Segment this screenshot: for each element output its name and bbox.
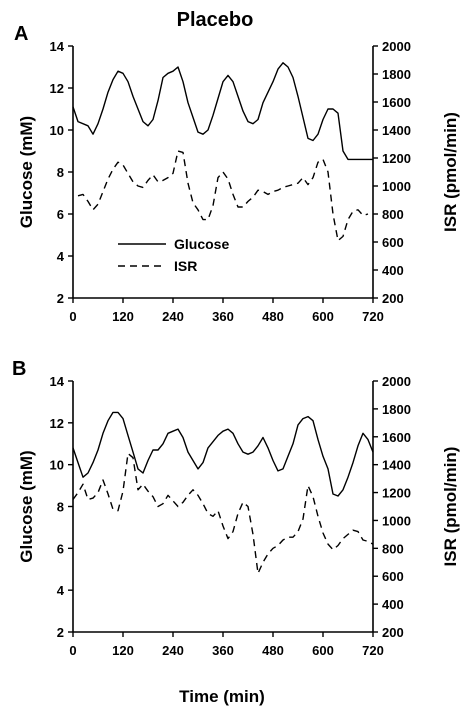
y2-tick-label: 400 — [382, 597, 404, 612]
y2-tick-label: 1600 — [382, 95, 411, 110]
x-tick-label: 120 — [112, 643, 134, 658]
series-line-glucose — [72, 411, 374, 497]
y2-tick-label: 1200 — [382, 151, 411, 166]
legend-label: Glucose — [174, 236, 229, 252]
x-tick-label: 720 — [362, 309, 384, 324]
x-tick-label: 0 — [69, 309, 76, 324]
y2-tick-label: 600 — [382, 235, 404, 250]
y-tick-label: 8 — [57, 165, 64, 180]
y-axis-title: Glucose (mM) — [17, 116, 36, 228]
series-line-isr — [72, 452, 374, 575]
y2-tick-label: 200 — [382, 291, 404, 306]
x-tick-label: 720 — [362, 643, 384, 658]
x-tick-label: 360 — [212, 643, 234, 658]
x-axis-title: Time (min) — [179, 687, 265, 706]
y2-tick-label: 1000 — [382, 513, 411, 528]
x-tick-label: 240 — [162, 643, 184, 658]
y-axis-title: Glucose (mM) — [17, 450, 36, 562]
chart-panel-b: B 0 120 240 360 480 600 720 2 4 6 8 10 12 14 200 400 600 8… — [12, 358, 460, 658]
panel-label: A — [14, 23, 28, 45]
x-tick-label: 600 — [312, 309, 334, 324]
y2-tick-label: 1200 — [382, 486, 411, 501]
y-tick-label: 10 — [50, 123, 64, 138]
figure-title: Placebo — [177, 9, 254, 31]
series-line-glucose — [72, 62, 373, 161]
y2-tick-label: 2000 — [382, 39, 411, 54]
y-tick-label: 6 — [57, 541, 64, 556]
legend-label: ISR — [174, 258, 197, 274]
y-tick-label: 8 — [57, 500, 64, 515]
y2-axis-title: ISR (pmol/min) — [441, 112, 460, 232]
y2-tick-label: 1400 — [382, 458, 411, 473]
x-tick-label: 600 — [312, 643, 334, 658]
y-tick-label: 14 — [50, 39, 65, 54]
y-tick-label: 10 — [50, 458, 64, 473]
y2-tick-label: 1800 — [382, 402, 411, 417]
y-tick-label: 14 — [50, 374, 65, 389]
x-tick-label: 480 — [262, 309, 284, 324]
y2-tick-label: 1000 — [382, 179, 411, 194]
y-tick-label: 4 — [57, 583, 65, 598]
panel-label: B — [12, 358, 26, 380]
y-tick-label: 2 — [57, 625, 64, 640]
x-tick-label: 480 — [262, 643, 284, 658]
y2-tick-label: 400 — [382, 263, 404, 278]
y2-tick-label: 800 — [382, 207, 404, 222]
y2-tick-label: 2000 — [382, 374, 411, 389]
y-tick-label: 12 — [50, 416, 64, 431]
y2-tick-label: 200 — [382, 625, 404, 640]
y-tick-label: 12 — [50, 81, 64, 96]
x-tick-label: 360 — [212, 309, 234, 324]
y2-tick-label: 600 — [382, 569, 404, 584]
chart-panel-a: A 0 120 240 360 480 600 720 2 4 6 8 10 12 14 200 400 600 8… — [14, 23, 460, 324]
x-tick-label: 0 — [69, 643, 76, 658]
x-tick-label: 120 — [112, 309, 134, 324]
y-tick-label: 6 — [57, 207, 64, 222]
series-line-isr — [77, 150, 369, 242]
y-tick-label: 2 — [57, 291, 64, 306]
y2-tick-label: 800 — [382, 541, 404, 556]
y2-axis-title: ISR (pmol/min) — [441, 447, 460, 567]
y2-tick-label: 1400 — [382, 123, 411, 138]
y2-tick-label: 1600 — [382, 430, 411, 445]
y-tick-label: 4 — [57, 249, 65, 264]
y2-tick-label: 1800 — [382, 67, 411, 82]
x-tick-label: 240 — [162, 309, 184, 324]
